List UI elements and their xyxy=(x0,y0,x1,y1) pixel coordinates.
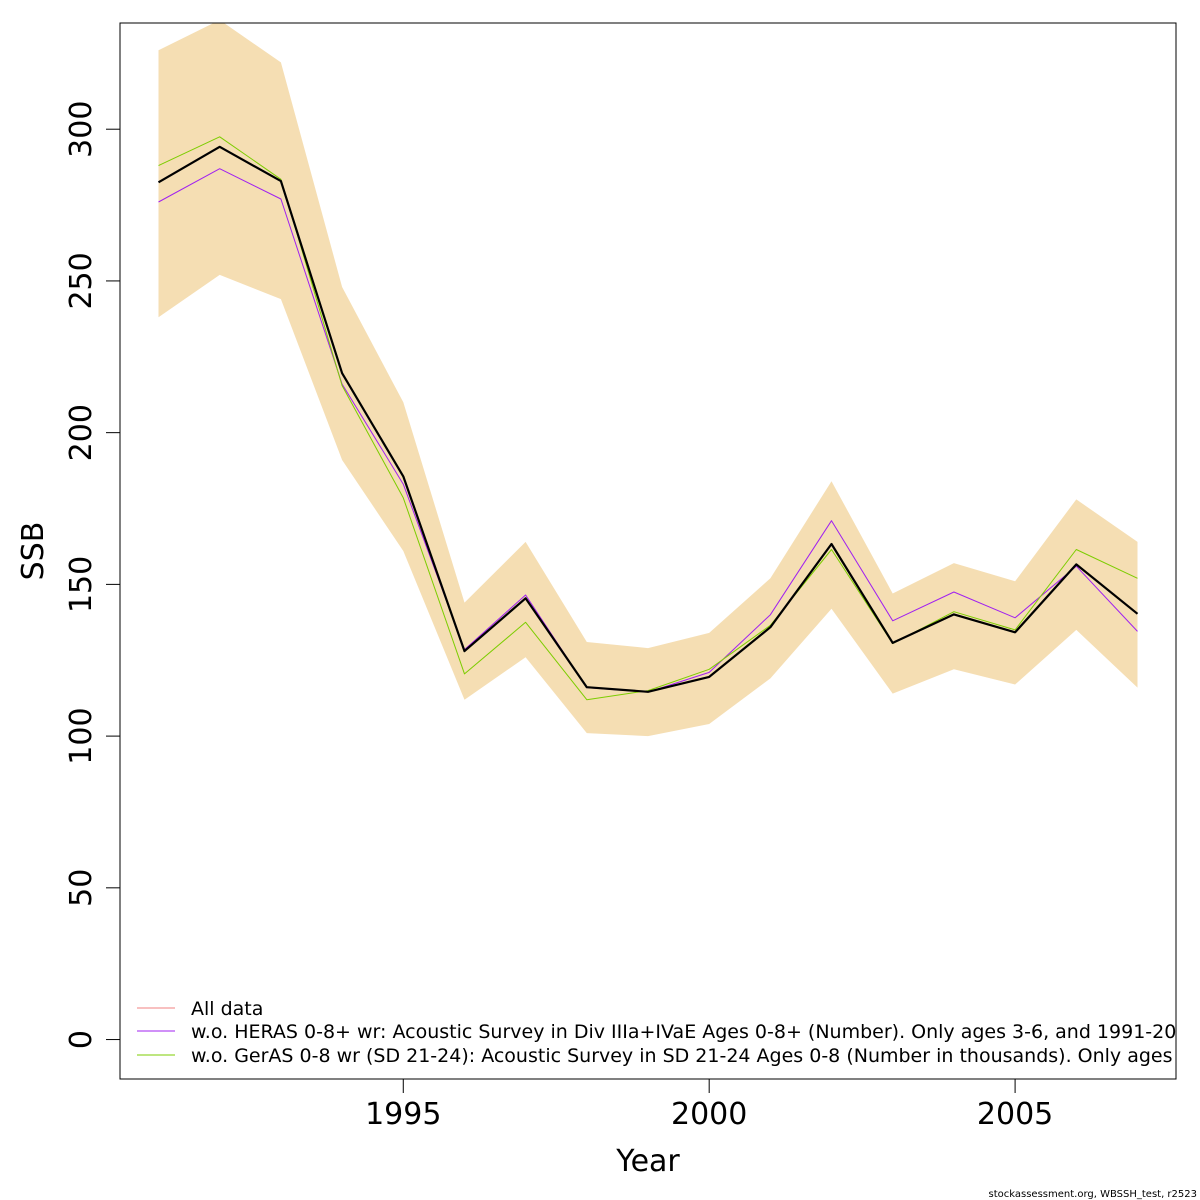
series-layer xyxy=(157,136,1139,701)
series-all-data-line xyxy=(157,145,1139,693)
band-layer xyxy=(158,23,1138,737)
x-tick-label-2000: 2000 xyxy=(671,1097,747,1132)
legend-label-wo-heras: w.o. HERAS 0-8+ wr: Acoustic Survey in D… xyxy=(191,1021,1200,1043)
confidence-band xyxy=(158,23,1138,737)
series-wo-geras-line xyxy=(158,136,1138,701)
y-axis-title: SSB xyxy=(16,522,51,581)
y-tick-label-100: 100 xyxy=(64,707,99,764)
y-axis: 0 50 100 150 200 250 300 xyxy=(64,101,121,1049)
legend-label-all-data: All data xyxy=(191,998,263,1020)
x-tick-label-2005: 2005 xyxy=(977,1097,1053,1132)
legend-clip-group: All data w.o. HERAS 0-8+ wr: Acoustic Su… xyxy=(137,998,1200,1067)
legend-label-wo-geras: w.o. GerAS 0-8 wr (SD 21-24): Acoustic S… xyxy=(191,1045,1200,1067)
y-tick-label-0: 0 xyxy=(64,1030,99,1049)
legend: All data w.o. HERAS 0-8+ wr: Acoustic Su… xyxy=(137,998,1200,1067)
x-axis: 1995 2000 2005 xyxy=(365,1078,1053,1132)
x-axis-title: Year xyxy=(615,1144,680,1179)
y-tick-label-200: 200 xyxy=(64,404,99,461)
y-tick-label-50: 50 xyxy=(64,869,99,907)
y-tick-label-250: 250 xyxy=(64,252,99,309)
footer-credit: stockassessment.org, WBSSH_test, r2523 xyxy=(989,1189,1197,1200)
y-tick-label-150: 150 xyxy=(64,556,99,613)
x-tick-label-1995: 1995 xyxy=(365,1097,441,1132)
y-tick-label-300: 300 xyxy=(64,101,99,158)
